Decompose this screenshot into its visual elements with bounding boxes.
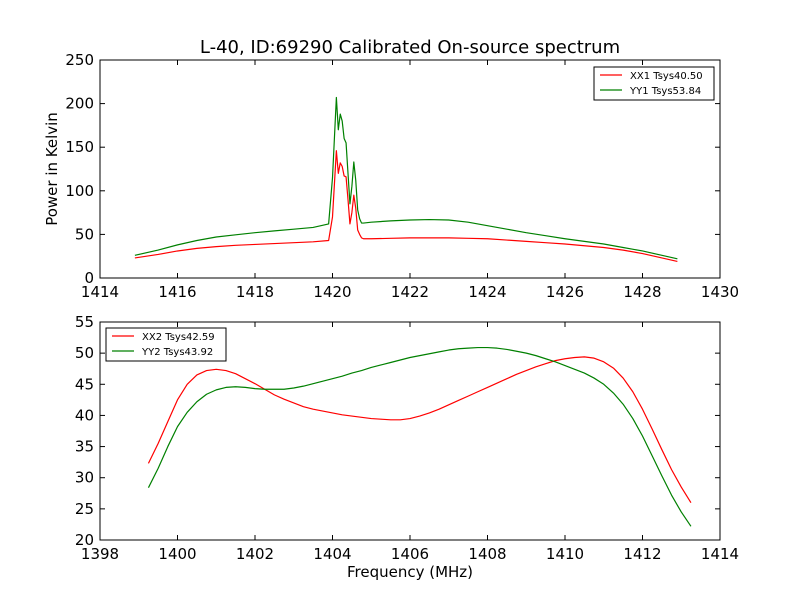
bottom-y-tick-label: 20 bbox=[75, 531, 94, 549]
bottom-y-tick-label: 40 bbox=[75, 406, 94, 424]
top-y-tick-label: 200 bbox=[65, 95, 94, 113]
bottom-x-tick-label: 1400 bbox=[158, 545, 196, 563]
top-spectrum-plot: 1414 1416 1418 1420 1422 1424 1426 1428 1430 0 50 1… bbox=[65, 51, 739, 301]
top-series-line-1 bbox=[134, 150, 678, 263]
bottom-x-tick-label: 1410 bbox=[546, 545, 584, 563]
bottom-x-tick-label: 1398 bbox=[81, 545, 119, 563]
bottom-y-tick-label: 25 bbox=[75, 500, 94, 518]
bottom-y-tick-label: 55 bbox=[75, 313, 94, 331]
bottom-x-tick-label: 1404 bbox=[313, 545, 351, 563]
top-x-tick-label: 1424 bbox=[468, 283, 506, 301]
top-y-tick-label: 50 bbox=[75, 225, 94, 243]
bottom-y-tick-label: 45 bbox=[75, 375, 94, 393]
top-y-tick-label: 100 bbox=[65, 182, 94, 200]
top-x-tick-label: 1418 bbox=[236, 283, 274, 301]
bottom-y-tick-label: 50 bbox=[75, 344, 94, 362]
bottom-series-line-2 bbox=[147, 346, 692, 527]
top-legend-label-2: YY1 Tsys53.84 bbox=[629, 86, 701, 97]
top-x-tick-label: 1430 bbox=[701, 283, 739, 301]
bottom-x-tick-label: 1412 bbox=[623, 545, 661, 563]
top-legend-box bbox=[593, 66, 715, 101]
bottom-spectrum-plot: 1398 1400 1402 1404 1406 1408 1410 1412 1414 20 25… bbox=[75, 313, 739, 563]
bottom-x-tick-label: 1408 bbox=[468, 545, 506, 563]
figure-title: L-40, ID:69290 Calibrated On-source spec… bbox=[200, 37, 620, 58]
top-y-tick-label: 250 bbox=[65, 51, 94, 69]
figure-xlabel: Frequency (MHz) bbox=[347, 563, 473, 581]
bottom-legend-label-1: XX2 Tsys42.59 bbox=[142, 332, 215, 343]
bottom-legend-label-2: YY2 Tsys43.92 bbox=[141, 347, 213, 358]
bottom-y-tick-label: 30 bbox=[75, 469, 94, 487]
bottom-x-tick-label: 1402 bbox=[236, 545, 274, 563]
bottom-x-tick-label: 1406 bbox=[391, 545, 429, 563]
top-y-tick-label: 150 bbox=[65, 138, 94, 156]
top-x-tick-label: 1422 bbox=[391, 283, 429, 301]
top-y-tick-label: 0 bbox=[84, 269, 94, 287]
top-x-tick-label: 1428 bbox=[623, 283, 661, 301]
figure-ylabel: Power in Kelvin bbox=[43, 112, 61, 226]
top-x-tick-label: 1414 bbox=[81, 283, 119, 301]
bottom-y-tick-label: 35 bbox=[75, 438, 94, 456]
top-legend-label-1: XX1 Tsys40.50 bbox=[630, 71, 703, 82]
top-x-tick-label: 1420 bbox=[313, 283, 351, 301]
top-series-line-2 bbox=[134, 96, 678, 260]
top-x-tick-label: 1426 bbox=[546, 283, 584, 301]
bottom-series-line-1 bbox=[147, 356, 692, 503]
top-x-tick-label: 1416 bbox=[158, 283, 196, 301]
bottom-legend-box bbox=[105, 327, 227, 362]
bottom-x-tick-label: 1414 bbox=[701, 545, 739, 563]
